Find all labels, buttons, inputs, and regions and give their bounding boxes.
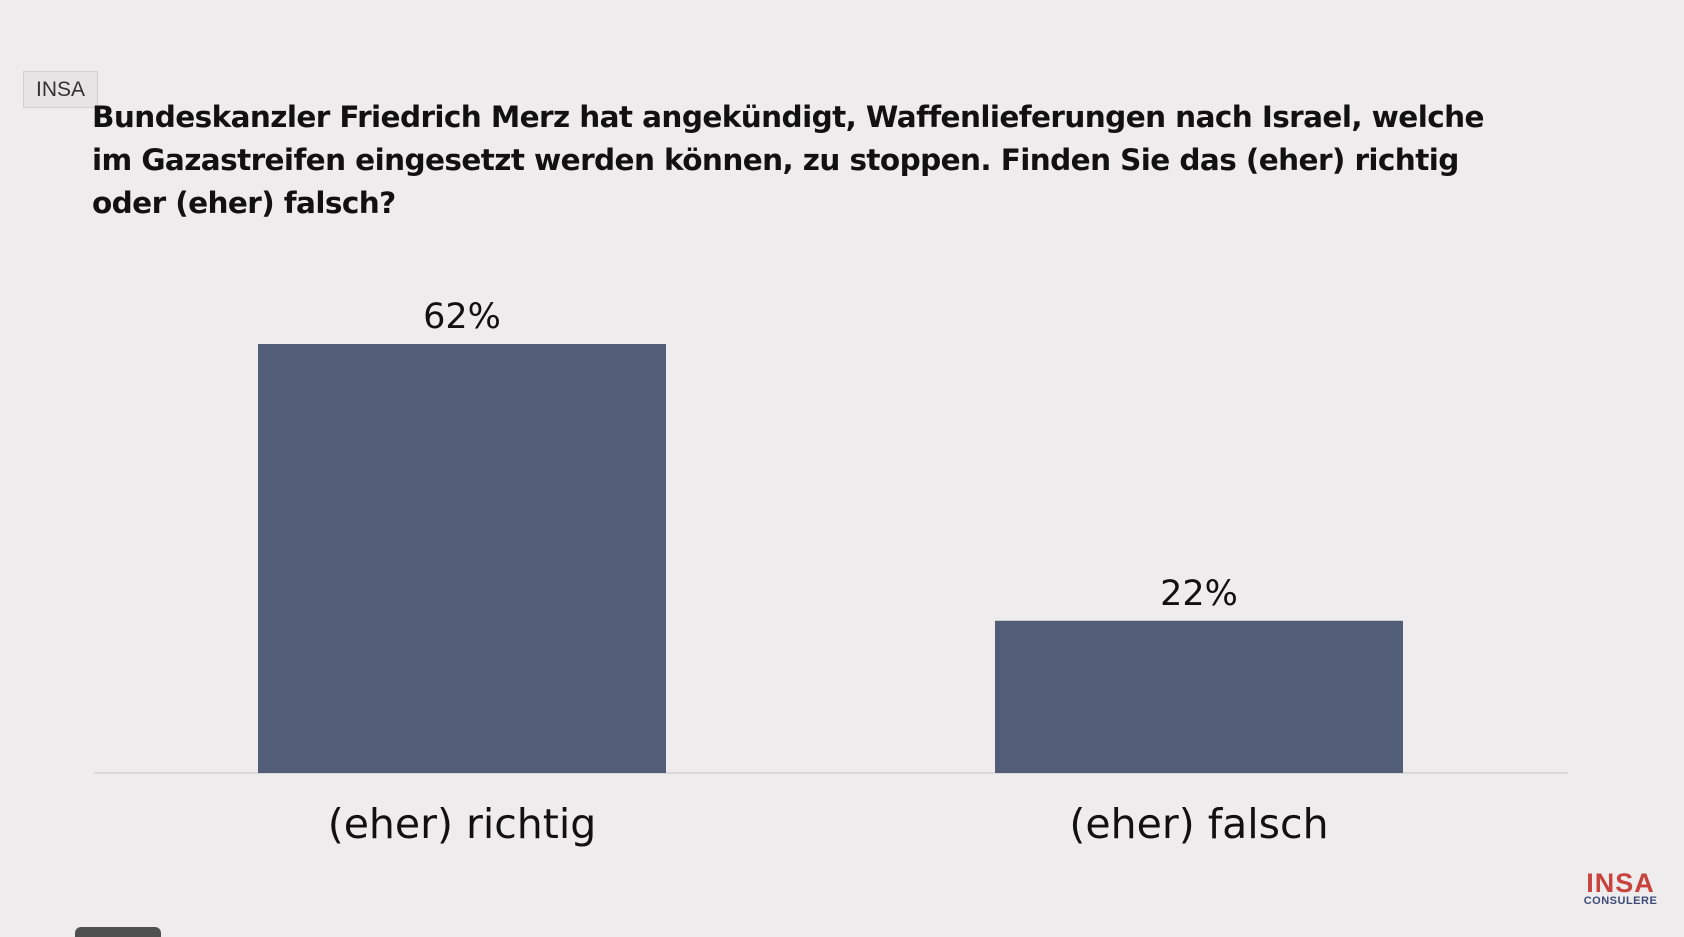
insa-consulere-logo: INSA CONSULERE <box>1583 868 1658 908</box>
value-label-1: 62% <box>423 297 501 337</box>
bars-layer: 62% (eher) richtig 22% (eher) falsch <box>258 297 1403 848</box>
logo-subline: CONSULERE <box>1583 895 1658 907</box>
source-tag: INSA <box>23 71 99 108</box>
bar-1 <box>258 344 666 773</box>
logo-wordmark: INSA <box>1586 868 1655 898</box>
value-label-2: 22% <box>1160 574 1238 614</box>
category-label-1: (eher) richtig <box>328 800 597 848</box>
bar-2 <box>995 620 1403 773</box>
corner-tab[interactable] <box>75 927 161 937</box>
chart-title: Bundeskanzler Friedrich Merz hat angekün… <box>92 100 1485 220</box>
category-label-2: (eher) falsch <box>1069 800 1328 848</box>
